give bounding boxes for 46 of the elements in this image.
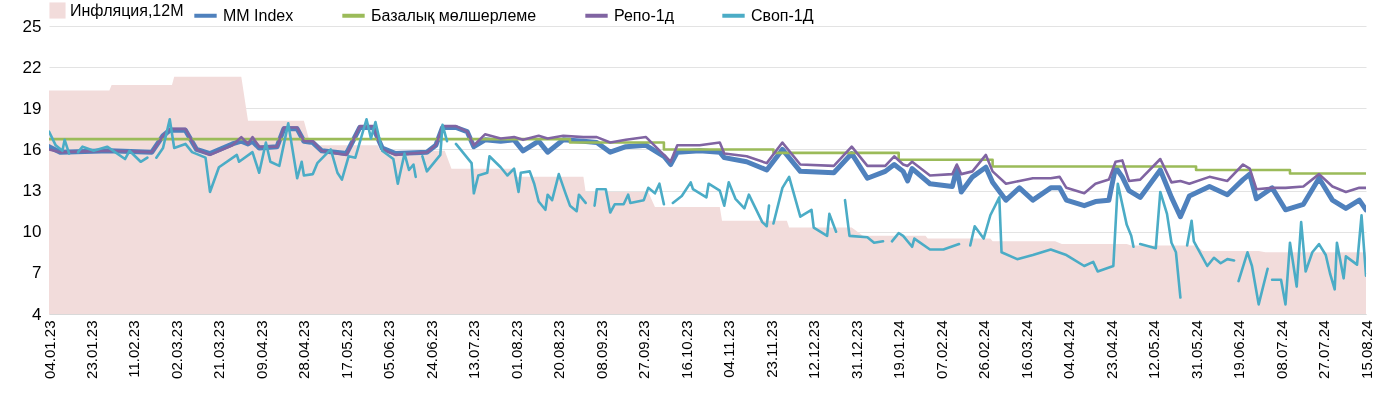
x-tick-label: 27.09.23 (635, 320, 653, 379)
x-tick-label: 27.07.24 (1315, 320, 1333, 379)
x-tick-label: 16.10.23 (677, 320, 695, 379)
x-tick-label: 01.08.23 (507, 320, 525, 379)
x-tick-label: 09.04.23 (252, 320, 270, 379)
x-tick-label: 31.05.24 (1187, 320, 1205, 379)
y-tick-label: 10 (22, 222, 42, 242)
x-tick-label: 04.04.24 (1060, 320, 1078, 379)
x-tick-label: 20.08.23 (550, 320, 568, 379)
legend-label: Репо-1д (614, 6, 675, 24)
x-tick-label: 15.08.24 (1357, 320, 1375, 379)
legend-label: Инфляция,12М (70, 1, 184, 19)
x-tick-label: 13.07.23 (465, 320, 483, 379)
x-tick-label: 31.12.23 (847, 320, 865, 379)
x-tick-label: 05.06.23 (380, 320, 398, 379)
x-tick-label: 24.06.23 (422, 320, 440, 379)
y-tick-label: 22 (22, 57, 42, 77)
x-tick-label: 12.12.23 (805, 320, 823, 379)
x-tick-label: 04.11.23 (720, 320, 738, 378)
x-tick-label: 07.02.24 (932, 320, 950, 379)
x-tick-label: 23.01.23 (82, 320, 100, 379)
y-tick-label: 7 (32, 263, 42, 283)
x-tick-label: 12.05.24 (1145, 320, 1163, 379)
x-tick-label: 23.04.24 (1102, 320, 1120, 379)
x-tick-label: 08.07.24 (1272, 320, 1290, 379)
y-tick-label: 25 (22, 16, 42, 36)
legend-label: Своп-1Д (751, 6, 814, 24)
x-tick-label: 26.02.24 (975, 320, 993, 379)
legend-label: Базалық мөлшерлеме (371, 6, 537, 24)
y-tick-label: 13 (22, 181, 42, 201)
x-tick-label: 16.03.24 (1017, 320, 1035, 379)
x-tick-label: 19.06.24 (1230, 320, 1248, 379)
y-tick-label: 16 (22, 139, 42, 159)
x-tick-label: 04.01.23 (40, 320, 58, 379)
x-tick-label: 11.02.23 (125, 320, 143, 378)
line-series (49, 124, 1366, 195)
x-tick-label: 19.01.24 (890, 320, 908, 379)
x-tick-label: 08.09.23 (592, 320, 610, 379)
x-tick-label: 23.11.23 (762, 320, 780, 378)
legend-label: MM Index (223, 6, 294, 24)
x-tick-label: 28.04.23 (295, 320, 313, 379)
x-tick-label: 02.03.23 (167, 320, 185, 379)
x-tick-label: 21.03.23 (210, 320, 228, 379)
y-tick-label: 19 (22, 98, 42, 118)
y-tick-label: 4 (32, 304, 42, 324)
x-tick-label: 17.05.23 (337, 320, 355, 379)
